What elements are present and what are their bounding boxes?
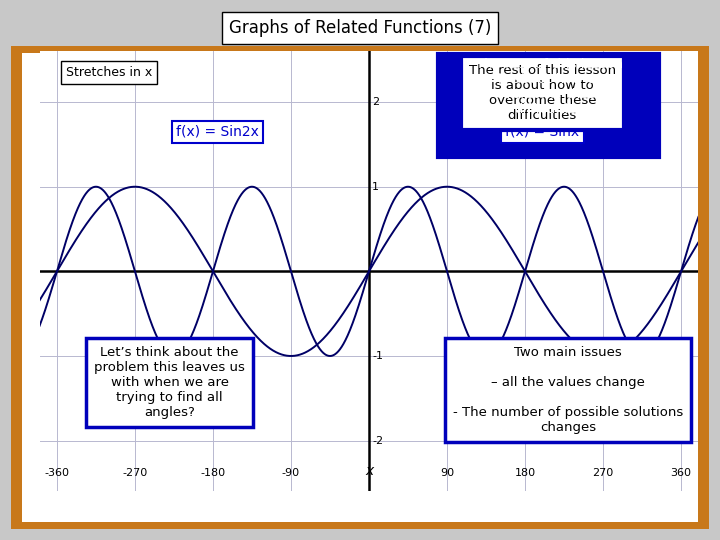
Text: f(x) = Sin2x: f(x) = Sin2x xyxy=(176,125,258,139)
Text: 1: 1 xyxy=(372,182,379,192)
Text: The rest of this lesson
is about how to
overcome these
difficulties: The rest of this lesson is about how to … xyxy=(476,58,623,116)
Text: 180: 180 xyxy=(515,468,536,478)
Text: Stretches in x: Stretches in x xyxy=(66,66,152,79)
Text: -90: -90 xyxy=(282,468,300,478)
Text: -2: -2 xyxy=(372,436,384,446)
Text: 270: 270 xyxy=(593,468,613,478)
Text: Let’s think about the
problem this leaves us
with when we are
trying to find all: Let’s think about the problem this leave… xyxy=(94,346,245,419)
Text: -1: -1 xyxy=(372,351,383,361)
Text: -270: -270 xyxy=(122,468,148,478)
Text: x: x xyxy=(366,464,374,478)
FancyBboxPatch shape xyxy=(438,54,660,157)
Text: 360: 360 xyxy=(670,468,692,478)
Text: Two main issues

– all the values change

- The number of possible solutions
cha: Two main issues – all the values change … xyxy=(454,346,683,434)
Text: The rest of this lesson
is about how to
overcome these
difficulties: The rest of this lesson is about how to … xyxy=(469,64,616,122)
Text: 2: 2 xyxy=(372,97,379,107)
Text: Graphs of Related Functions (7): Graphs of Related Functions (7) xyxy=(229,19,491,37)
Text: f(x) = Sinx: f(x) = Sinx xyxy=(505,125,580,139)
Text: -360: -360 xyxy=(45,468,69,478)
Text: 90: 90 xyxy=(440,468,454,478)
Text: -180: -180 xyxy=(200,468,225,478)
